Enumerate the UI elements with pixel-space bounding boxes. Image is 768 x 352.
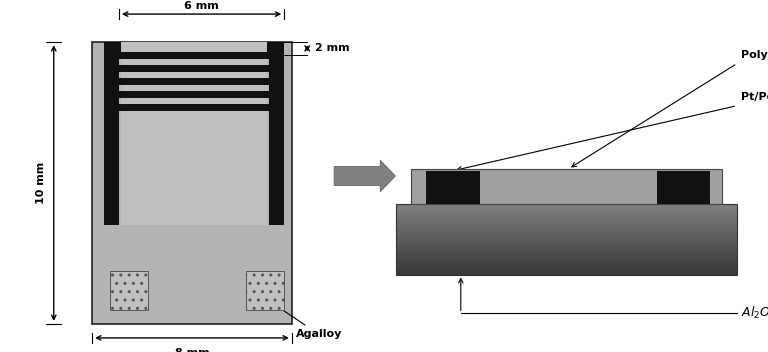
Bar (396, 271, 737, 273)
Bar (396, 255, 737, 257)
Bar (269, 155, 284, 225)
Bar (396, 246, 737, 248)
Bar (104, 204, 119, 225)
Bar (396, 266, 737, 268)
Bar (110, 271, 148, 310)
Bar (119, 78, 270, 85)
Bar (269, 42, 284, 155)
Bar (396, 268, 737, 269)
Bar (396, 220, 737, 222)
Bar (396, 234, 737, 236)
Bar (396, 215, 737, 216)
Text: 6 mm: 6 mm (184, 1, 219, 11)
Text: 2 mm: 2 mm (315, 43, 349, 54)
Bar (396, 204, 737, 275)
Bar (396, 253, 737, 255)
Bar (92, 42, 292, 324)
Bar (396, 269, 737, 271)
Bar (396, 232, 737, 234)
Bar (396, 236, 737, 238)
Bar (396, 243, 737, 245)
Bar (396, 229, 737, 231)
Bar (119, 52, 270, 59)
Bar (396, 259, 737, 260)
Bar (396, 213, 737, 215)
Bar (246, 271, 284, 310)
Bar (426, 171, 480, 204)
Bar (396, 222, 737, 224)
Text: 8 mm: 8 mm (174, 348, 210, 352)
Bar (119, 91, 270, 98)
Bar (396, 218, 737, 220)
Bar (396, 208, 737, 209)
Bar (396, 204, 737, 206)
Bar (396, 248, 737, 250)
Text: Agalloy: Agalloy (248, 287, 342, 339)
Text: 10 mm: 10 mm (36, 162, 46, 204)
Bar (396, 239, 737, 241)
Bar (396, 245, 737, 246)
Bar (121, 42, 267, 225)
Text: Pt/Pd Alloy: Pt/Pd Alloy (741, 92, 768, 102)
Bar (396, 257, 737, 259)
Bar (396, 224, 737, 225)
Bar (396, 238, 737, 239)
Bar (396, 252, 737, 253)
Bar (411, 169, 722, 204)
Bar (396, 241, 737, 243)
Bar (396, 209, 737, 211)
Bar (396, 231, 737, 232)
Bar (396, 227, 737, 229)
Bar (119, 65, 270, 72)
Bar (104, 42, 284, 56)
FancyArrow shape (334, 160, 396, 192)
Text: Polymer: Polymer (741, 50, 768, 60)
Bar (104, 42, 119, 225)
Bar (396, 260, 737, 262)
Bar (657, 171, 710, 204)
Bar (396, 264, 737, 266)
Bar (396, 262, 737, 264)
Text: $Al_2O_3$: $Al_2O_3$ (741, 305, 768, 321)
Bar (396, 216, 737, 218)
Bar (396, 225, 737, 227)
Bar (396, 211, 737, 213)
Bar (119, 104, 270, 111)
Bar (396, 273, 737, 275)
Bar (396, 250, 737, 252)
Bar (396, 206, 737, 208)
